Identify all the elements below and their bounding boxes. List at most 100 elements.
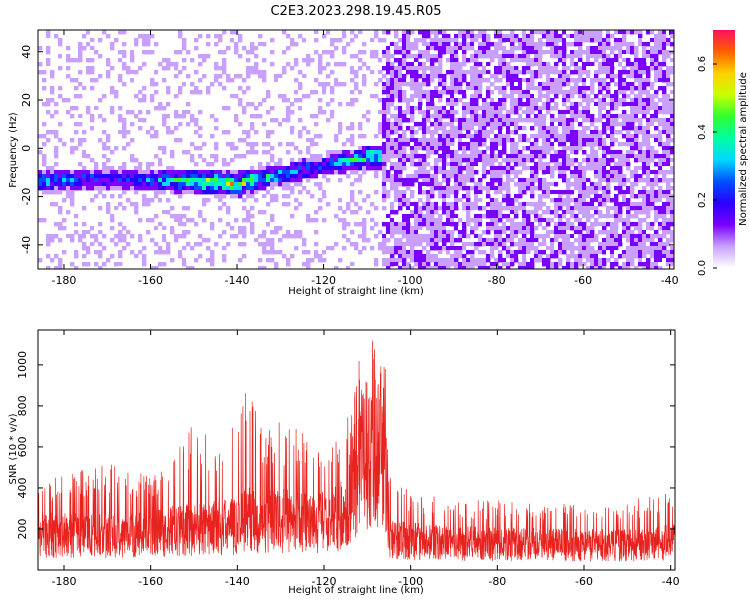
spectrogram-cell [606,230,611,235]
spectrogram-cell [566,210,571,215]
spectrogram-cell [342,202,347,207]
spectrogram-cell [286,98,291,103]
spectrogram-cell [510,70,515,75]
spectrogram-cell [594,50,599,55]
spectrogram-cell [486,146,491,151]
spectrogram-cell [362,238,367,243]
spectrogram-cell [422,238,427,243]
spectrogram-cell [342,166,347,171]
spectrogram-cell [446,50,451,55]
spectrogram-cell [586,38,591,43]
spectrogram-cell [142,174,147,179]
spectrogram-cell [622,78,627,83]
spectrogram-cell [522,30,527,35]
spectrogram-cell [586,198,591,203]
spectrogram-cell [486,258,491,263]
spectrogram-cell [506,182,511,187]
spectrogram-cell [506,126,511,131]
spectrogram-cell [46,234,51,239]
spectrogram-cell [442,246,447,251]
spectrogram-cell [642,170,647,175]
spectrogram-cell [618,86,623,91]
spectrogram-cell [382,50,387,55]
spectrogram-cell [486,102,491,107]
spectrogram-cell [234,190,239,195]
spectrogram-cell [558,206,563,211]
spectrogram-cell [306,62,311,67]
spectrogram-cell [366,110,371,115]
spectrogram-cell [142,50,147,55]
spectrogram-cell [558,138,563,143]
spectrogram-cell [490,202,495,207]
spectrogram-cell [206,82,211,87]
spectrogram-cell [74,86,79,91]
spectrogram-cell [438,238,443,243]
spectrogram-cell [130,102,135,107]
spectrogram-cell [202,38,207,43]
spectrogram-cell [394,42,399,47]
spectrogram-cell [430,186,435,191]
spectrogram-cell [142,198,147,203]
spectrogram-cell [406,254,411,259]
spectrogram-cell [270,238,275,243]
spectrogram-cell [558,50,563,55]
spectrogram-cell [146,166,151,171]
spectrogram-cell [102,58,107,63]
spectrogram-cell [602,150,607,155]
spectrogram-cell [382,166,387,171]
spectrogram-cell [490,262,495,267]
spectrogram-cell [454,214,459,219]
spectrogram-cell [506,178,511,183]
spectrogram-cell [554,106,559,111]
spectrogram-cell [362,62,367,67]
spectrogram-cell [634,234,639,239]
spectrogram-cell [278,250,283,255]
spectrogram-cell [598,166,603,171]
spectrogram-cell [422,38,427,43]
spectrogram-cell [374,82,379,87]
spectrogram-cell [298,66,303,71]
spectrogram-cell [150,174,155,179]
spectrogram-cell [270,246,275,251]
spectrogram-cell [118,254,123,259]
spectrogram-cell [534,154,539,159]
spectrogram-cell [594,106,599,111]
spectrogram-cell [634,126,639,131]
spectrogram-cell [634,166,639,171]
spectrogram-cell [546,58,551,63]
spectrogram-cell [534,86,539,91]
spectrogram-cell [342,110,347,115]
spectrogram-cell [598,90,603,95]
spectrogram-cell [550,114,555,119]
spectrogram-cell [410,142,415,147]
spectrogram-cell [458,214,463,219]
spectrogram-cell [46,170,51,175]
spectrogram-cell [358,34,363,39]
spectrogram-cell [514,82,519,87]
spectrogram-cell [102,154,107,159]
spectrogram-cell [410,258,415,263]
spectrogram-cell [426,30,431,35]
spectrogram-cell [390,42,395,47]
spectrogram-cell [214,146,219,151]
spectrogram-cell [214,50,219,55]
spectrogram-cell [582,238,587,243]
spectrogram-cell [426,94,431,99]
spectrogram-cell [542,146,547,151]
spectrogram-cell [386,46,391,51]
spectrogram-cell [578,178,583,183]
spectrogram-cell [522,126,527,131]
spectrogram-cell [594,198,599,203]
spectrogram-cell [274,74,279,79]
spectrogram-cell [406,206,411,211]
spectrogram-cell [574,62,579,67]
spectrogram-cell [422,42,427,47]
spectrogram-cell [434,254,439,259]
spectrogram-cell [310,114,315,119]
spectrogram-cell [270,198,275,203]
spectrogram-cell [402,166,407,171]
spectrogram-cell [510,178,515,183]
spectrogram-cell [622,118,627,123]
spectrogram-cell [470,38,475,43]
spectrogram-cell [510,262,515,267]
